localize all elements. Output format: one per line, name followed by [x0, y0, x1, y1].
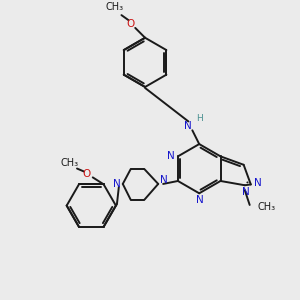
Text: N: N: [167, 152, 175, 161]
Text: CH₃: CH₃: [106, 2, 124, 12]
Text: CH₃: CH₃: [258, 202, 276, 212]
Text: H: H: [196, 114, 202, 123]
Text: O: O: [126, 19, 134, 29]
Text: O: O: [83, 169, 91, 179]
Text: N: N: [160, 175, 168, 185]
Text: N: N: [113, 179, 121, 189]
Text: N: N: [196, 195, 204, 205]
Text: N: N: [242, 187, 250, 197]
Text: CH₃: CH₃: [60, 158, 78, 168]
Text: N: N: [184, 122, 191, 131]
Text: N: N: [254, 178, 262, 188]
